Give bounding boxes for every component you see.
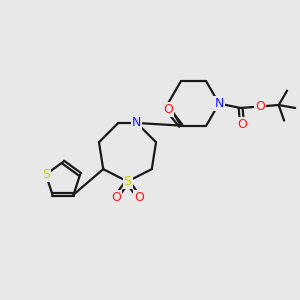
- Text: S: S: [124, 175, 131, 188]
- Text: O: O: [134, 190, 144, 204]
- Text: N: N: [214, 97, 224, 110]
- Text: N: N: [132, 116, 142, 130]
- Text: S: S: [42, 168, 50, 181]
- Text: O: O: [163, 103, 173, 116]
- Text: O: O: [255, 100, 265, 113]
- Text: O: O: [111, 190, 121, 204]
- Text: O: O: [237, 118, 247, 131]
